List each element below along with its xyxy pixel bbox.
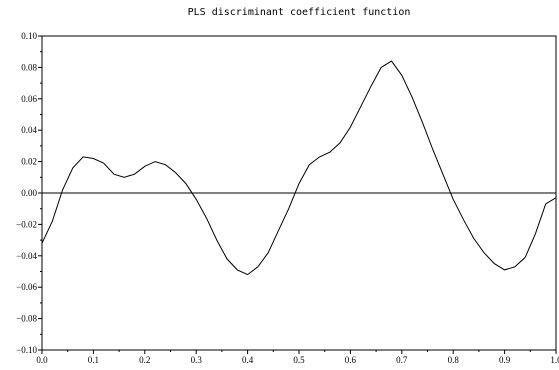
y-tick-label: 0.00 [21,188,37,198]
x-tick-label: 0.6 [345,355,357,365]
series-line [41,60,557,276]
x-tick-label: 0.8 [448,355,460,365]
x-tick-label: 0.0 [36,355,48,365]
x-tick-label: 0.5 [293,355,305,365]
y-tick-label: 0.02 [21,157,37,167]
chart-title: PLS discriminant coefficient function [188,7,411,18]
y-tick-label: −0.06 [16,282,37,292]
x-tick-label: 0.7 [396,355,408,365]
y-tick-label: −0.02 [16,219,37,229]
y-tick-label: −0.04 [16,251,37,261]
y-tick-label: 0.08 [21,62,37,72]
x-tick-label: 0.9 [499,355,511,365]
x-tick-label: 0.3 [191,355,203,365]
y-tick-label: 0.10 [21,31,37,41]
x-tick-label: 0.1 [88,355,99,365]
y-tick-label: −0.10 [16,345,37,355]
x-tick-label: 0.2 [139,355,150,365]
y-tick-label: −0.08 [16,314,37,324]
series-group [41,60,557,276]
plot-area: 0.00.10.20.30.40.50.60.70.80.91.0 −0.10−… [16,31,559,365]
x-axis: 0.0 0.1 0.2 0.3 0.4 0.5 0.6 0.7 0.8 0.9 1.0 [36,350,559,365]
x-tick-label: 0.4 [242,355,254,365]
y-tick-label: 0.04 [21,125,37,135]
x-tick-label: 1.0 [550,355,559,365]
y-tick-label: 0.06 [21,94,37,104]
y-axis: −0.10 −0.08 −0.06 −0.04 −0.02 0.00 0.02 0.04 0.0… [16,31,42,355]
